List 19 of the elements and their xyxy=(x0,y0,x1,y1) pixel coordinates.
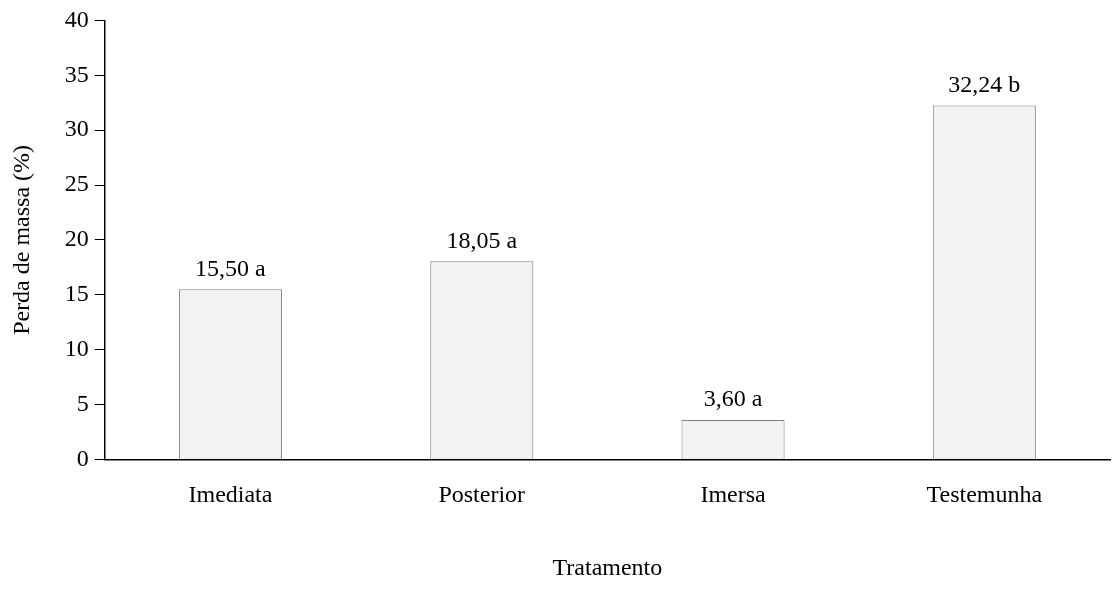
y-tick-label: 0 xyxy=(76,444,89,471)
y-tick-label: 40 xyxy=(64,5,89,32)
y-tick-label: 10 xyxy=(64,334,89,361)
data-label: 32,24 b xyxy=(948,70,1021,97)
x-tick-label: Testemunha xyxy=(926,481,1043,508)
y-tick-label: 15 xyxy=(64,280,89,307)
data-label: 3,60 a xyxy=(703,385,763,412)
y-tick-label: 25 xyxy=(64,170,89,197)
data-label: 18,05 a xyxy=(446,226,518,253)
y-tick-label: 20 xyxy=(64,225,89,252)
y-axis-title: Perda de massa (%) xyxy=(7,144,34,335)
data-label: 15,50 a xyxy=(195,254,267,281)
y-tick-label: 30 xyxy=(64,115,89,142)
y-tick-label: 35 xyxy=(64,60,89,87)
x-tick-label: Imersa xyxy=(700,481,767,508)
x-axis-title: Tratamento xyxy=(552,553,663,580)
y-tick-label: 5 xyxy=(76,389,89,416)
x-tick-label: Posterior xyxy=(438,481,526,508)
x-tick-label: Imediata xyxy=(188,481,273,508)
